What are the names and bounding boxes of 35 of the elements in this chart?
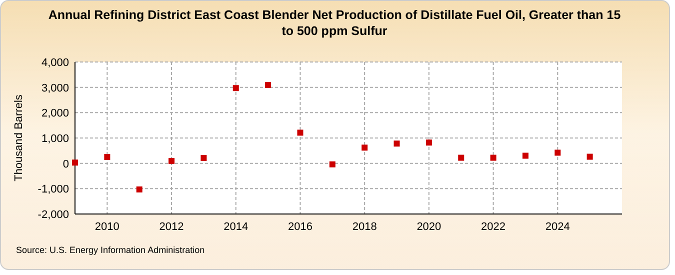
point: [200, 155, 207, 162]
point: [168, 158, 175, 164]
y-tick-label: 1,000: [41, 133, 69, 145]
point: [394, 140, 400, 147]
point: [426, 140, 432, 146]
y-axis-title: Thousand Barrels: [13, 94, 25, 182]
point: [490, 154, 496, 161]
y-tick-label: -1,000: [38, 184, 69, 196]
y-tick-label: 4,000: [41, 57, 69, 69]
x-tick-label: 2022: [481, 221, 506, 233]
source-note: Source: U.S. Energy Information Administration: [16, 245, 205, 255]
x-tick-label: 2014: [224, 221, 248, 233]
point: [362, 144, 368, 151]
point: [458, 154, 464, 161]
x-tick-label: 2012: [159, 221, 184, 233]
y-tick-label: 3,000: [41, 82, 69, 94]
x-tick-label: 2020: [416, 221, 442, 233]
x-tick-label: 2018: [352, 221, 377, 233]
x-tick-label: 2010: [94, 221, 120, 233]
y-tick-label: -2,000: [38, 209, 69, 221]
point: [72, 160, 78, 166]
point: [136, 186, 142, 192]
point: [554, 150, 561, 156]
point: [329, 161, 336, 168]
point: [232, 85, 239, 92]
point: [265, 82, 272, 88]
x-tick-label: 2024: [545, 221, 570, 233]
y-tick-label: 2,000: [41, 108, 69, 120]
x-tick-label: 2016: [288, 221, 312, 233]
point: [104, 154, 110, 160]
chart-title: Annual Refining District East Coast Blender Net Production of Distillate Fuel Oil, Greater than 15 to 500 ppm Sulfur: [48, 8, 621, 38]
point: [297, 130, 304, 136]
point: [586, 154, 593, 160]
point: [522, 152, 528, 159]
y-tick-label: 0: [62, 158, 69, 170]
